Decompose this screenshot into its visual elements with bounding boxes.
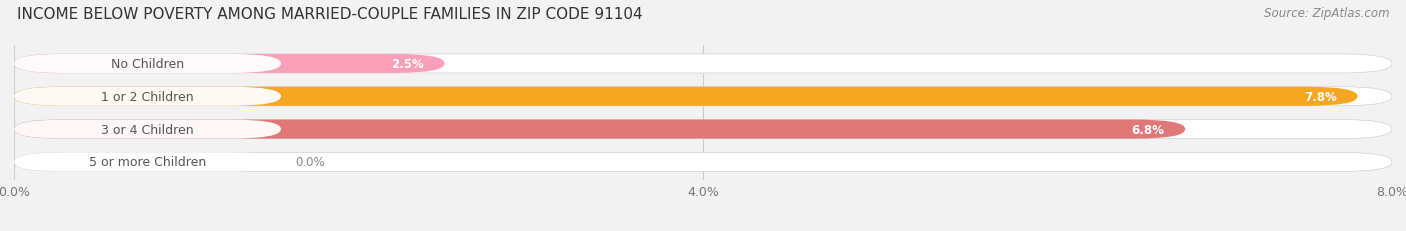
- FancyBboxPatch shape: [14, 55, 1392, 74]
- Text: No Children: No Children: [111, 58, 184, 71]
- Text: 0.0%: 0.0%: [295, 156, 325, 169]
- FancyBboxPatch shape: [14, 87, 1358, 106]
- FancyBboxPatch shape: [14, 87, 281, 106]
- Text: 2.5%: 2.5%: [391, 58, 425, 71]
- FancyBboxPatch shape: [14, 55, 444, 74]
- FancyBboxPatch shape: [14, 55, 281, 74]
- Text: Source: ZipAtlas.com: Source: ZipAtlas.com: [1264, 7, 1389, 20]
- Text: 1 or 2 Children: 1 or 2 Children: [101, 90, 194, 103]
- Text: 7.8%: 7.8%: [1305, 90, 1337, 103]
- Text: 6.8%: 6.8%: [1132, 123, 1164, 136]
- Text: 5 or more Children: 5 or more Children: [89, 156, 207, 169]
- FancyBboxPatch shape: [14, 87, 1392, 106]
- FancyBboxPatch shape: [14, 120, 1392, 139]
- FancyBboxPatch shape: [14, 153, 281, 172]
- FancyBboxPatch shape: [14, 120, 1185, 139]
- Text: 3 or 4 Children: 3 or 4 Children: [101, 123, 194, 136]
- FancyBboxPatch shape: [14, 153, 1392, 172]
- Text: INCOME BELOW POVERTY AMONG MARRIED-COUPLE FAMILIES IN ZIP CODE 91104: INCOME BELOW POVERTY AMONG MARRIED-COUPL…: [17, 7, 643, 22]
- FancyBboxPatch shape: [14, 120, 281, 139]
